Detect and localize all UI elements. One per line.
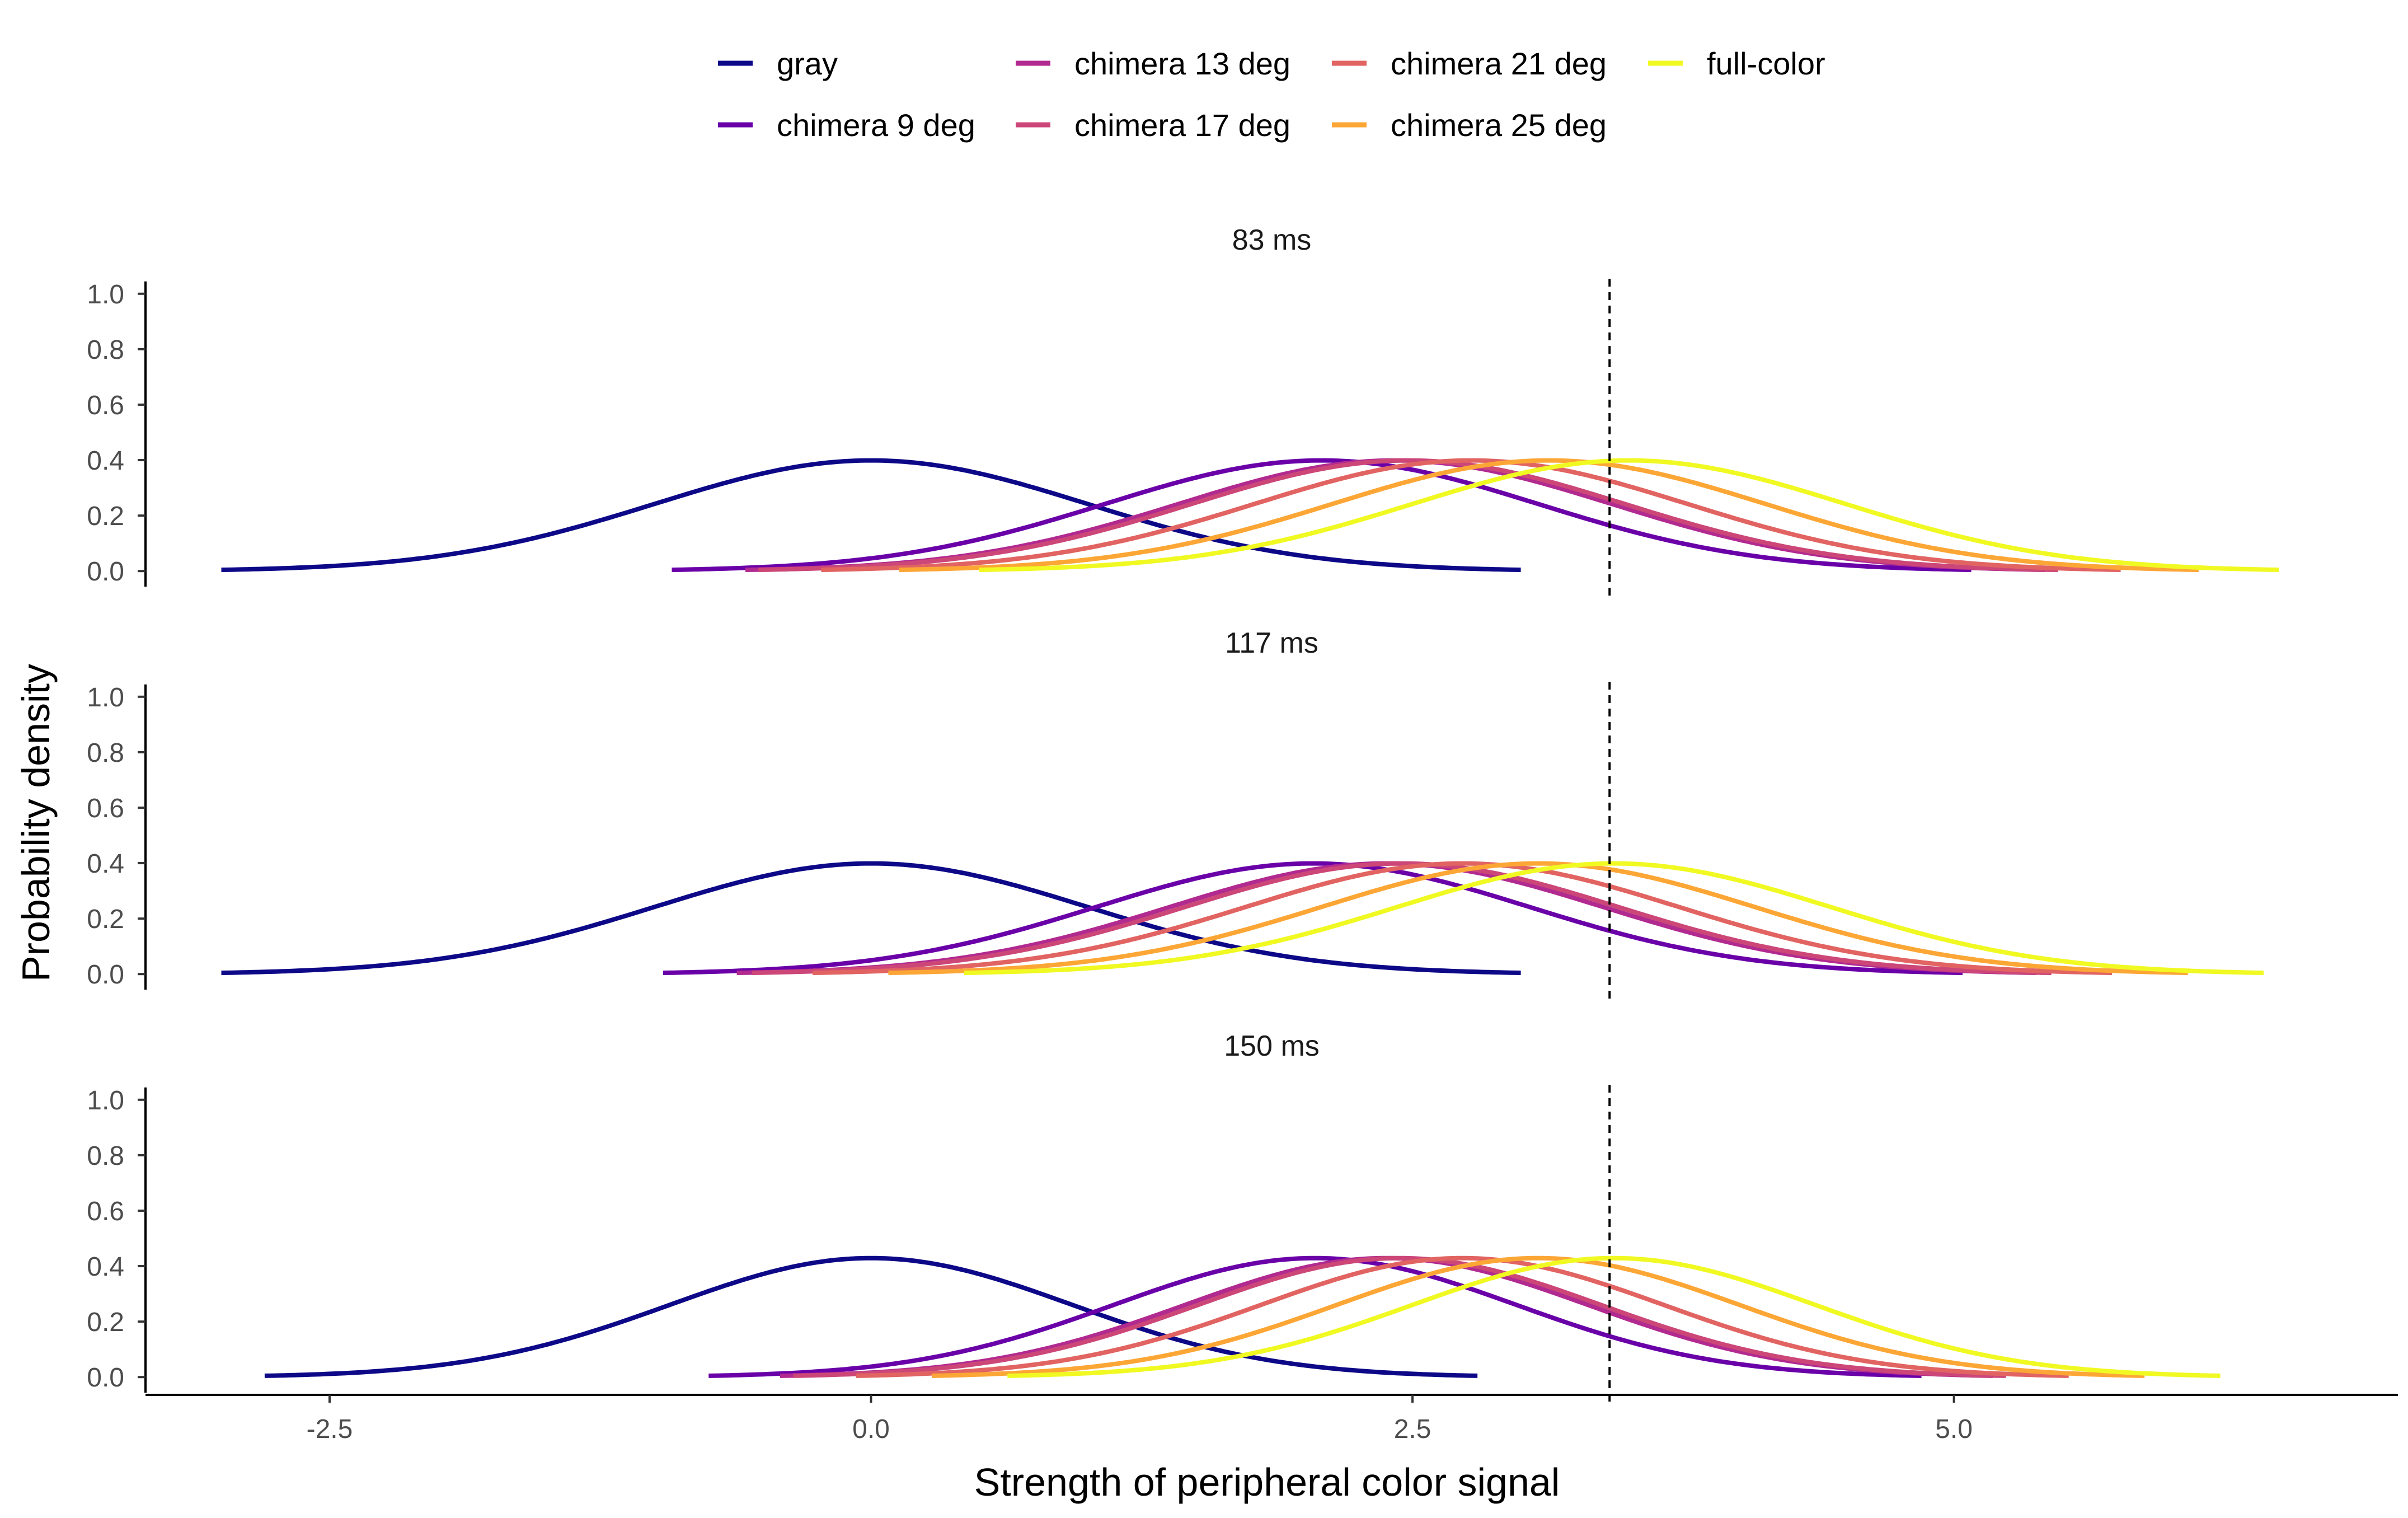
legend-label-chimera-9-deg: chimera 9 deg: [777, 107, 975, 143]
legend-label-chimera-21-deg: chimera 21 deg: [1391, 46, 1607, 81]
legend-item-chimera-17-deg: chimera 17 deg: [1016, 107, 1290, 143]
y-axis-title: Probability density: [14, 664, 58, 982]
y-tick-label: 0.4: [87, 446, 124, 476]
series-line-chimera-17-deg: [752, 861, 2052, 975]
y-tick-label: 0.0: [87, 557, 124, 587]
legend-label-gray: gray: [777, 46, 838, 81]
legend-item-gray: gray: [718, 46, 838, 81]
x-axis: -2.5 0.0 2.5 5.0: [145, 1394, 2398, 1444]
series-line-chimera-21-deg: [821, 458, 2121, 572]
series-line-chimera-13-deg: [780, 1255, 1993, 1378]
series-line-chimera-21-deg: [856, 1255, 2069, 1378]
panel-83-ms: 83 ms 0.0 0.2 0.4 0.6 0.8 1.0: [87, 224, 2279, 601]
legend: gray chimera 9 deg chimera 13 deg chimera 1…: [718, 46, 1825, 143]
y-tick-label: 1.0: [87, 280, 124, 310]
y-tick-label: 0.6: [87, 391, 124, 420]
legend-item-chimera-13-deg: chimera 13 deg: [1016, 46, 1290, 81]
legend-item-full-color: full-color: [1648, 46, 1825, 81]
series-line-chimera-9-deg: [708, 1255, 1922, 1378]
series-line-gray: [264, 1255, 1478, 1378]
legend-label-chimera-17-deg: chimera 17 deg: [1074, 107, 1290, 143]
series-line-chimera-25-deg: [888, 861, 2188, 975]
y-tick-label: 1.0: [87, 683, 124, 713]
panel-117-ms: 117 ms 0.0 0.2 0.4 0.6 0.8 1.0: [87, 627, 2264, 1004]
x-tick-label: -2.5: [307, 1414, 353, 1444]
legend-label-chimera-25-deg: chimera 25 deg: [1391, 107, 1607, 143]
series-line-gray: [221, 458, 1521, 572]
series-line-chimera-25-deg: [931, 1255, 2145, 1378]
x-tick-label: 0.0: [852, 1414, 890, 1444]
series-line-chimera-13-deg: [736, 861, 2036, 975]
series-line-full-color: [979, 458, 2279, 572]
x-tick-label: 5.0: [1935, 1414, 1973, 1444]
series-line-chimera-9-deg: [672, 458, 1972, 572]
y-tick-label: 0.2: [87, 905, 124, 934]
legend-label-full-color: full-color: [1707, 46, 1825, 81]
legend-item-chimera-9-deg: chimera 9 deg: [718, 107, 975, 143]
series-line-chimera-13-deg: [745, 458, 2045, 572]
series-line-chimera-25-deg: [899, 458, 2199, 572]
panel-150-ms: 150 ms 0.0 0.2 0.4 0.6 0.8 1.0: [87, 1030, 2221, 1407]
x-tick-label: 2.5: [1394, 1414, 1431, 1444]
y-tick-label: 0.0: [87, 960, 124, 990]
y-tick-label: 0.8: [87, 1141, 124, 1171]
legend-label-chimera-13-deg: chimera 13 deg: [1074, 46, 1290, 81]
y-tick-label: 0.2: [87, 1308, 124, 1337]
y-tick-label: 0.2: [87, 502, 124, 531]
series-line-chimera-9-deg: [663, 861, 1963, 975]
y-tick-label: 0.4: [87, 1252, 124, 1282]
series-line-gray: [221, 861, 1521, 975]
panel-title: 150 ms: [1224, 1030, 1320, 1062]
series-line-chimera-17-deg: [758, 458, 2058, 572]
legend-item-chimera-25-deg: chimera 25 deg: [1332, 107, 1607, 143]
panel-title: 83 ms: [1232, 224, 1312, 256]
series-line-chimera-17-deg: [793, 1255, 2006, 1378]
y-tick-label: 0.6: [87, 794, 124, 823]
series-line-full-color: [964, 861, 2264, 975]
y-tick-label: 0.4: [87, 849, 124, 879]
y-tick-label: 1.0: [87, 1086, 124, 1116]
legend-item-chimera-21-deg: chimera 21 deg: [1332, 46, 1607, 81]
panels: 83 ms 0.0 0.2 0.4 0.6 0.8 1.0 117 ms 0.0 0.2 0.4 0.…: [87, 224, 2279, 1407]
y-tick-label: 0.8: [87, 738, 124, 768]
y-tick-label: 0.8: [87, 335, 124, 365]
series-line-full-color: [1007, 1255, 2221, 1378]
x-axis-title: Strength of peripheral color signal: [974, 1460, 1560, 1504]
y-tick-label: 0.0: [87, 1363, 124, 1393]
panel-title: 117 ms: [1225, 627, 1318, 659]
series-line-chimera-21-deg: [812, 861, 2113, 975]
y-tick-label: 0.6: [87, 1197, 124, 1226]
